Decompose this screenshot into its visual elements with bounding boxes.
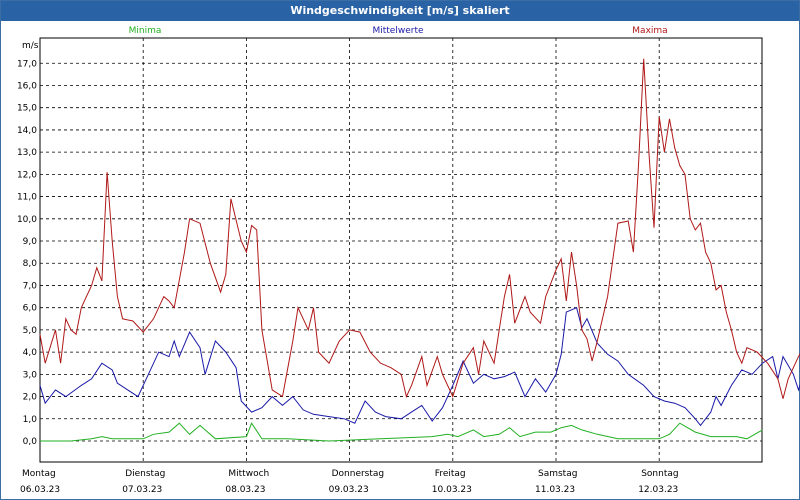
y-tick-label: 10,0 [17,215,37,225]
legend-mittelwerte: Mittelwerte [372,26,423,36]
y-tick-label: 2,0 [23,393,38,403]
y-tick-label: 9,0 [23,237,38,247]
day-date-label: 08.03.23 [225,485,265,495]
day-date-label: 06.03.23 [20,485,60,495]
y-tick-label: 17,0 [17,59,37,69]
y-tick-label: 0,0 [23,437,38,447]
series-line-maxima [39,58,800,399]
day-date-label: 10.03.23 [432,485,472,495]
day-date-label: 07.03.23 [122,485,162,495]
plot-area [39,37,763,463]
legend-maxima: Maxima [632,26,667,36]
day-name-label: Sonntag [641,469,678,479]
day-name-label: Montag [22,469,56,479]
chart-title: Windgeschwindigkeit [m/s] skaliert [1,1,799,21]
y-tick-label: 5,0 [23,326,38,336]
day-name-label: Donnerstag [332,469,385,479]
y-tick-label: 6,0 [23,304,38,314]
legend-minima: Minima [129,26,162,36]
y-tick-label: 13,0 [17,148,37,158]
y-tick-label: 12,0 [17,170,37,180]
y-tick-label: 15,0 [17,104,37,114]
y-tick-label: 16,0 [17,81,37,91]
y-axis-unit: m/s [22,41,39,51]
y-tick-label: 8,0 [23,259,38,269]
y-tick-label: 11,0 [17,193,37,203]
day-name-label: Samstag [538,469,577,479]
y-tick-label: 14,0 [17,126,37,136]
day-date-label: 11.03.23 [535,485,575,495]
day-name-label: Freitag [435,469,466,479]
y-tick-label: 3,0 [23,370,38,380]
y-tick-label: 1,0 [23,415,38,425]
series-line-minima [40,422,763,442]
y-tick-label: 7,0 [23,281,38,291]
y-tick-label: 4,0 [23,348,38,358]
day-date-label: 12.03.23 [638,485,678,495]
day-name-label: Mittwoch [228,469,269,479]
series-line-mittelwerte [39,307,800,427]
day-date-label: 09.03.23 [329,485,369,495]
day-name-label: Dienstag [125,469,165,479]
